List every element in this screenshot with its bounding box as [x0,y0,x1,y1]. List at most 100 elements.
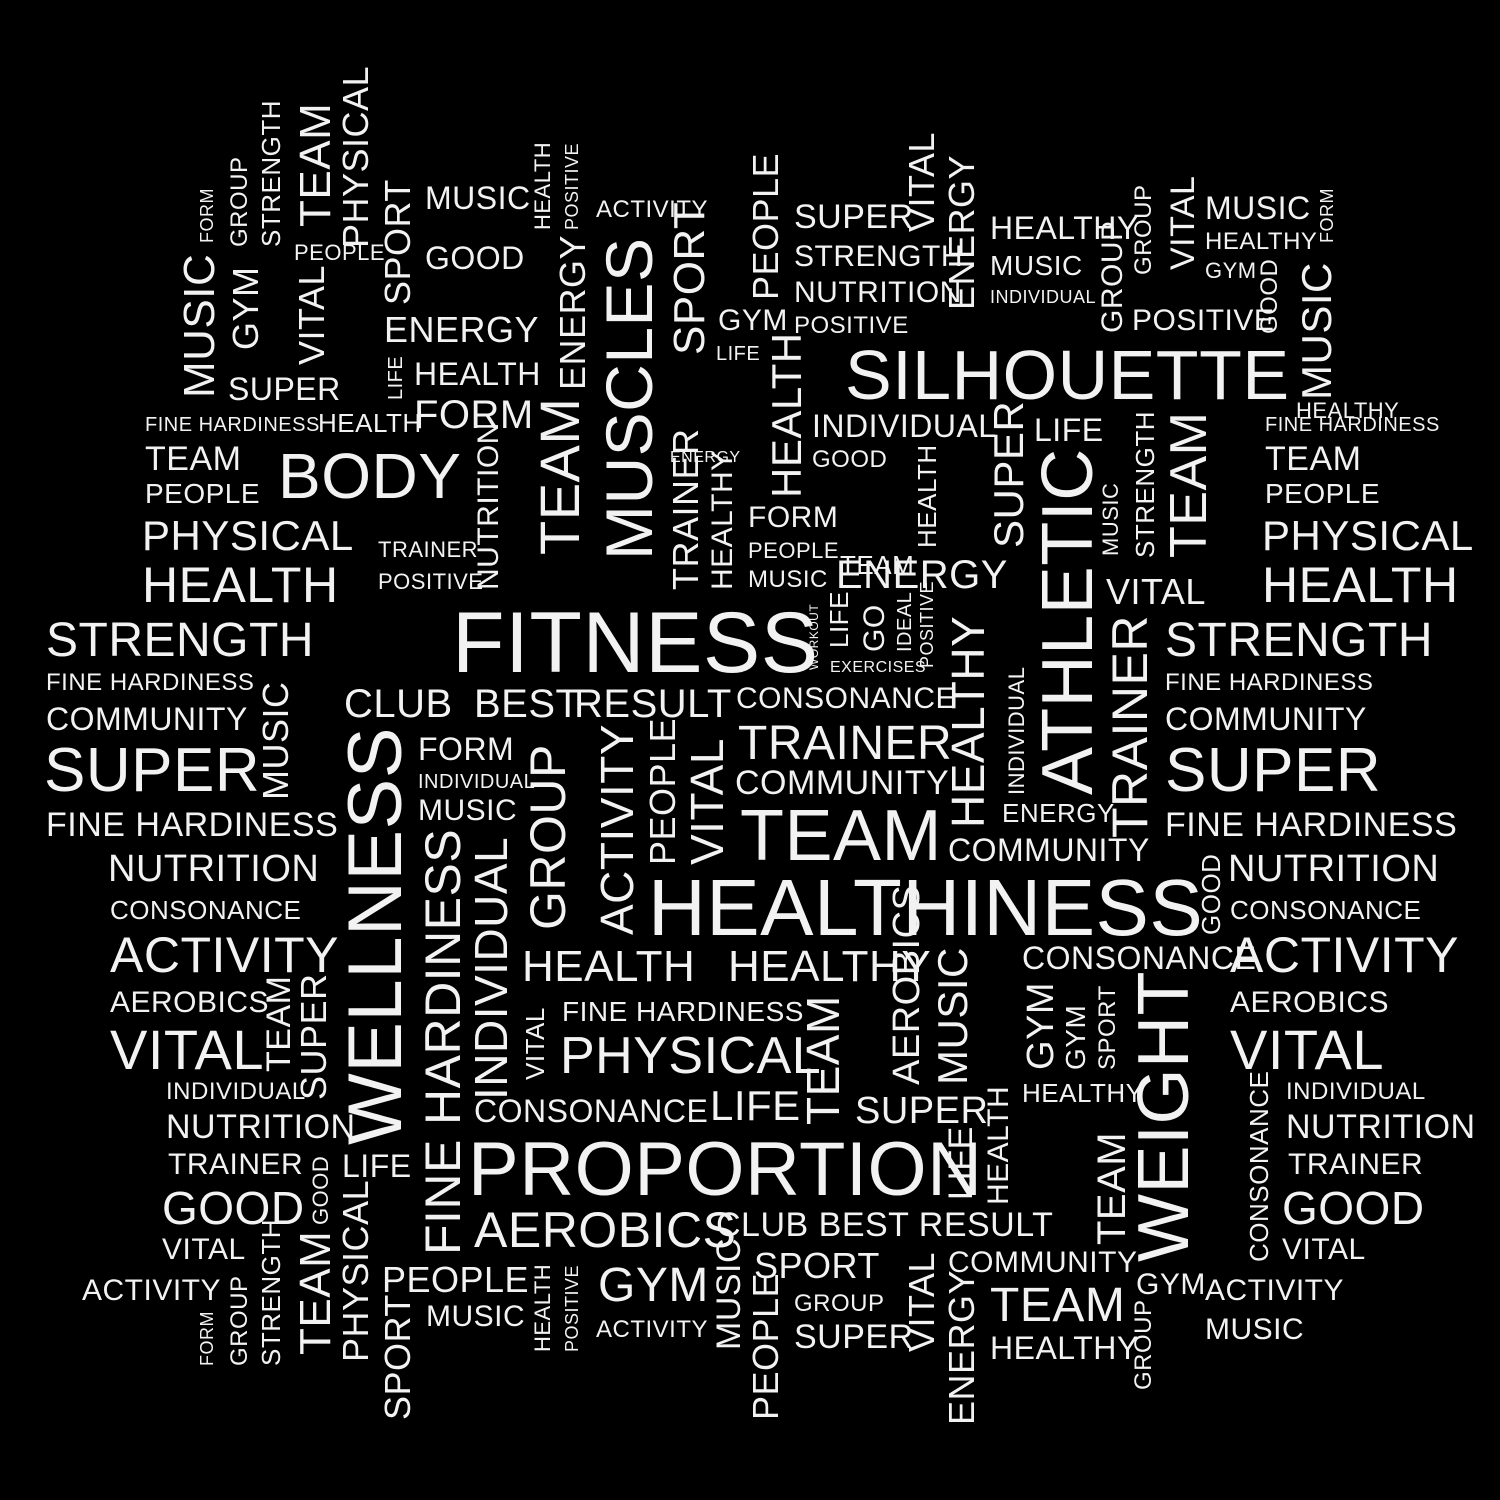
word-fine-hardiness: FINE HARDINESS [1165,669,1374,696]
word-nutrition: NUTRITION [472,422,505,590]
word-nutrition: NUTRITION [166,1108,356,1146]
word-form: FORM [748,501,839,534]
word-music: MUSIC [425,180,531,216]
word-activity: ACTIVITY [110,927,340,983]
word-go: GO [858,604,891,652]
word-team: TEAM [1160,411,1218,558]
word-ideal: IDEAL [894,591,916,652]
word-individual: INDIVIDUAL [465,836,517,1100]
word-physical: PHYSICAL [142,512,354,559]
word-individual: INDIVIDUAL [990,287,1097,307]
word-nutrition: NUTRITION [794,276,962,309]
word-good: GOOD [425,240,525,276]
word-healthy: HEALTHY [728,942,932,991]
word-trainer: TRAINER [378,537,479,562]
word-gym: GYM [1020,981,1062,1070]
word-music: MUSIC [748,566,828,593]
word-team: TEAM [291,1230,340,1355]
word-team: TEAM [528,397,591,555]
word-strength: STRENGTH [256,1219,286,1366]
word-group: GROUP [794,1290,885,1317]
word-energy: ENERGY [384,309,540,350]
word-physical: PHYSICAL [335,65,376,248]
word-life: LIFE [824,591,854,648]
word-vital: VITAL [1106,571,1206,612]
word-team: TEAM [145,440,242,478]
word-consonance: CONSONANCE [110,895,302,925]
word-people: PEOPLE [294,240,386,265]
word-super: SUPER [293,973,334,1100]
word-people: PEOPLE [642,717,683,865]
word-healthy: HEALTHY [1205,228,1318,255]
word-silhouette: SILHOUETTE [845,336,1290,414]
word-sport: GYM [1060,1004,1091,1070]
word-consonance: CONSONANCE [1244,1070,1274,1262]
word-life: LIFE [385,355,407,400]
word-vital: VITAL [1230,1018,1384,1081]
word-consonance: CONSONANCE [1230,895,1422,925]
word-music: MUSIC [929,947,976,1085]
word-team: TEAM [990,1279,1126,1332]
word-health: HEALTH [763,332,810,498]
word-health: TEAM [1090,1131,1134,1245]
word-group: GROUP [226,156,253,247]
word-fine-hardiness: FINE HARDINESS [562,996,804,1027]
word-sport: SPORT [754,1245,880,1286]
word-form: FORM [197,1311,217,1366]
word-music: MUSIC [1205,1313,1305,1346]
word-activity: ACTIVITY [1205,1274,1345,1307]
word-health: HEALTH [318,408,422,438]
word-music: MUSIC [1205,190,1311,226]
word-super: SUPER [1165,736,1382,805]
word-health: HEALTH [530,1263,555,1352]
word-aerobics: COMMUNITY [948,832,1150,868]
word-fine-hardiness: FINE HARDINESS [145,414,320,436]
word-health: HEALTH [522,942,696,991]
word-positive: POSITIVE [794,312,909,339]
word-workout: WORKOUT [807,603,821,670]
word-form: FORM [1317,188,1337,243]
word-consonance: CONSONANCE [736,682,957,715]
word-trainer: TRAINER [168,1148,304,1181]
word-muscles: MUSCLES [592,237,666,560]
word-strength: STRENGTH [1130,411,1160,558]
word-music: MUSIC [418,794,518,827]
word-life: LIFE [1034,412,1104,448]
word-individual: INDIVIDUAL [166,1078,306,1105]
word-form: FORM [197,188,217,243]
word-people: PEOPLE [382,1259,530,1300]
word-individual: INDIVIDUAL [418,771,536,793]
word-trainer: TRAINER [738,717,953,770]
word-energy: ENERGY [552,234,593,390]
word-team: TEAM [797,995,849,1125]
word-aerobics: AEROBICS [474,1202,737,1258]
word-activity: ACTIVITY [1230,927,1460,983]
word-aerobics: AEROBICS [1230,986,1390,1019]
word-sport: SPORT [377,179,418,305]
word-people: PEOPLE [748,538,840,563]
word-good: GOOD [1282,1182,1425,1234]
word-nutrition: NUTRITION [108,848,320,890]
word-best: BEST [474,682,581,726]
word-health: HEALTH [530,141,555,230]
word-music: MUSIC [255,681,296,801]
word-team: TEAM [840,550,915,580]
word-individual: INDIVIDUAL [1286,1078,1426,1105]
word-healthy: HEALTHY [1022,1078,1144,1108]
word-healthy: HEALTHY [1296,398,1400,423]
word-vital: VITAL [681,738,733,865]
word-activity: ACTIVITY [82,1274,222,1307]
word-community: COMMUNITY [46,701,248,737]
word-good: GOOD [162,1182,305,1234]
word-positive: POSITIVE [562,142,582,230]
word-trainer: GOOD [812,446,888,473]
word-team: TEAM [260,975,298,1072]
word-gym: AEROBICS [886,884,928,1085]
word-nutrition: NUTRITION [1228,848,1440,890]
word-people: PEOPLE [745,1272,786,1420]
word-fine-hardiness: FINE HARDINESS [46,806,339,844]
word-vital: VITAL [520,1007,550,1080]
word-super: SUPER [228,371,341,407]
word-healthy: HEALTHY [990,210,1139,246]
word-athletic: ATHLETIC [1028,448,1108,795]
